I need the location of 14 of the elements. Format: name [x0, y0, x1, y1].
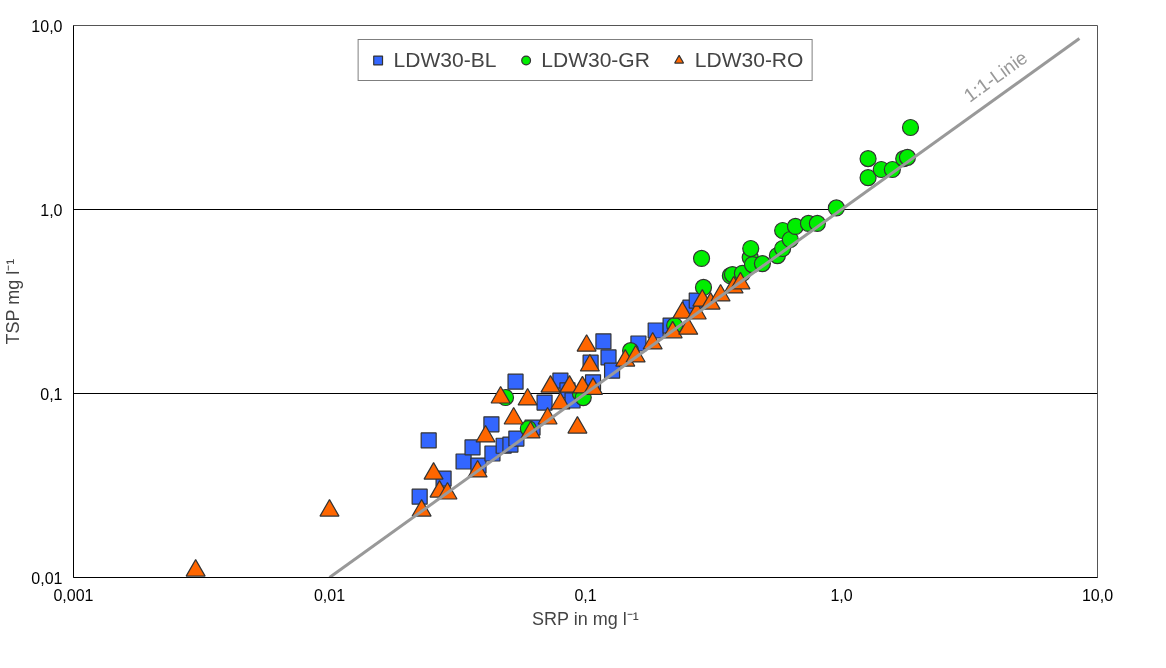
x-tick-label: 0,1: [574, 586, 597, 604]
x-tick-label: 0,01: [313, 586, 346, 604]
legend-label: LDW30-RO: [694, 48, 804, 72]
x-axis-title: SRP in mg l⁻¹: [531, 608, 639, 629]
y-tick-label: 0,1: [40, 385, 63, 403]
y-tick-label: 1,0: [40, 201, 63, 219]
x-tick-label: 0,001: [53, 586, 94, 604]
y-tick-label: 0,01: [31, 569, 63, 587]
x-tick-label: 10,0: [1081, 586, 1114, 604]
legend-label: LDW30-GR: [541, 48, 650, 72]
legend-label: LDW30-BL: [393, 48, 497, 72]
x-tick-label: 1,0: [830, 586, 853, 604]
y-axis-title: TSP mg l⁻¹: [3, 258, 24, 345]
y-tick-label: 10,0: [31, 17, 63, 35]
